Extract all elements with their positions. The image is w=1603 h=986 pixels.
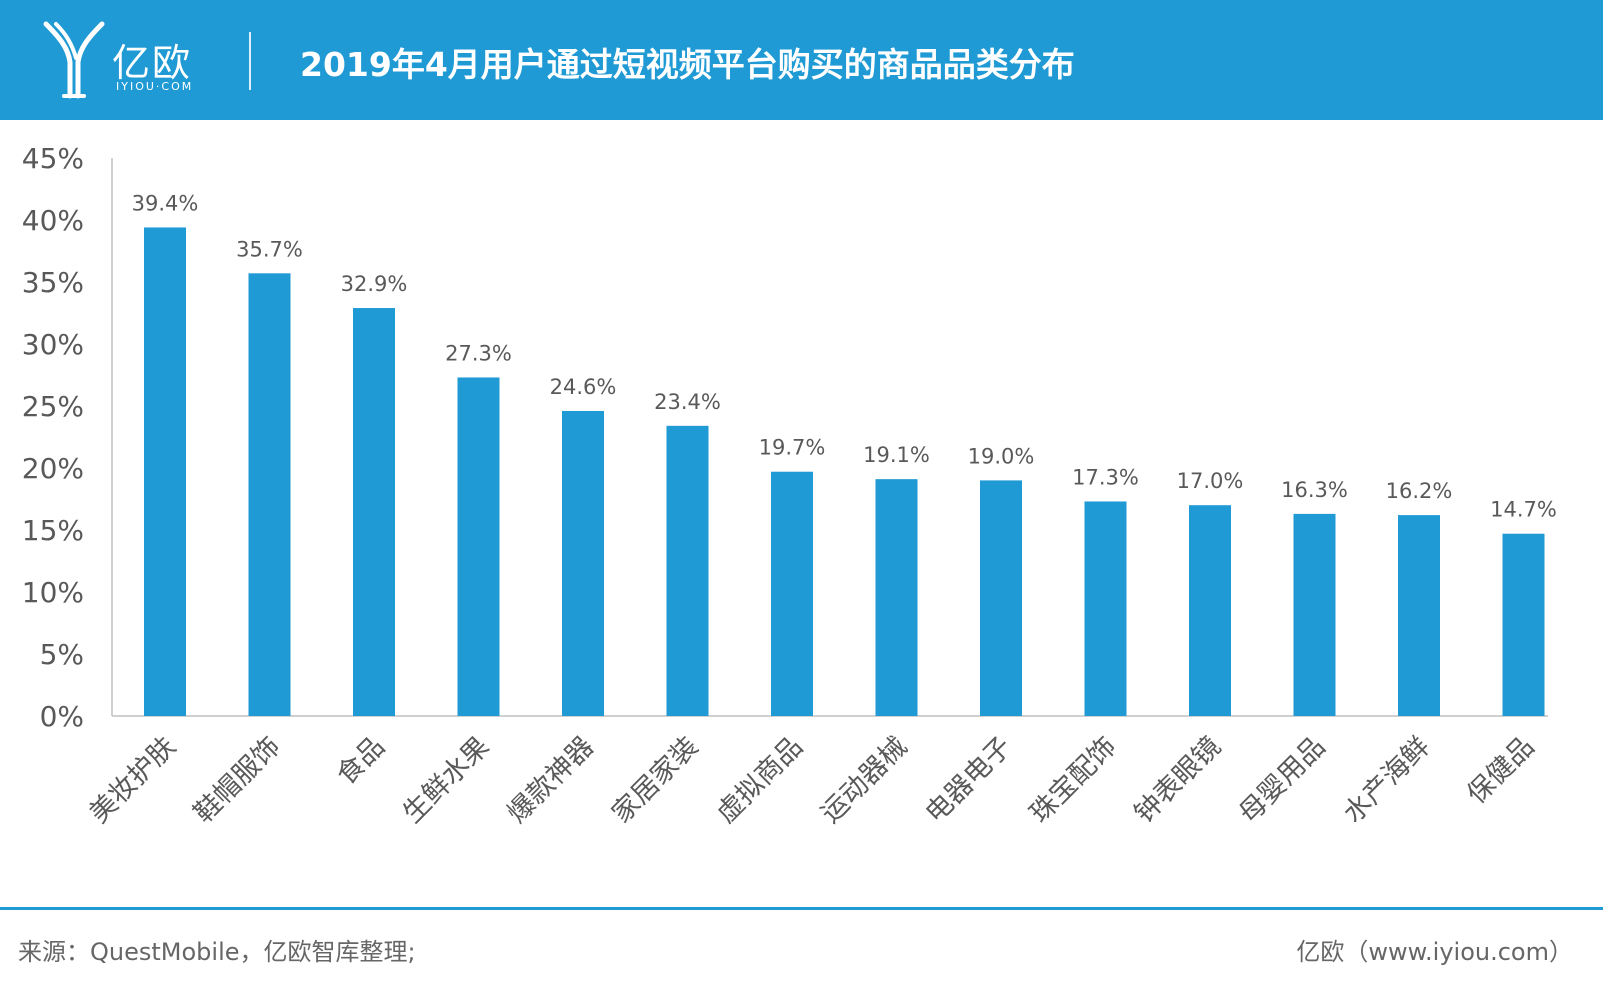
x-category-label: 水产海鲜 — [1338, 731, 1436, 829]
source-note: 来源：QuestMobile，亿欧智库整理; — [18, 938, 416, 966]
x-category-label: 爆款神器 — [502, 731, 600, 829]
bar — [1189, 505, 1231, 716]
bar — [1398, 515, 1440, 716]
x-category-label: 食品 — [331, 731, 391, 791]
logo-subtext: IYIOU·COM — [116, 80, 194, 93]
x-category-label: 生鲜水果 — [397, 731, 495, 829]
x-category-label: 运动器械 — [815, 731, 913, 829]
site-credit: 亿欧（www.iyiou.com） — [1296, 938, 1573, 966]
y-tick-label: 45% — [22, 142, 84, 175]
x-category-label: 钟表眼镜 — [1129, 731, 1227, 829]
bar — [562, 410, 604, 716]
chart-title: 2019年4月用户通过短视频平台购买的商品品类分布 — [300, 45, 1075, 84]
x-category-label: 母婴用品 — [1233, 731, 1331, 829]
y-tick-label: 40% — [22, 204, 84, 237]
bar — [1502, 533, 1545, 716]
y-tick-label: 15% — [22, 514, 84, 547]
bar — [353, 308, 395, 716]
bar — [771, 471, 813, 716]
bar-value-label: 16.2% — [1386, 479, 1453, 503]
logo-text: 亿欧 — [112, 41, 193, 85]
bar-value-label: 14.7% — [1490, 498, 1557, 522]
x-category-label: 美妆护肤 — [84, 731, 182, 829]
bar-value-label: 35.7% — [236, 237, 303, 261]
x-category-label: 虚拟商品 — [711, 731, 809, 829]
bar-value-label: 17.0% — [1177, 469, 1244, 493]
y-tick-label: 25% — [22, 390, 84, 423]
bar — [666, 425, 709, 716]
bar-value-label: 16.3% — [1281, 478, 1348, 502]
y-tick-label: 35% — [22, 266, 84, 299]
bar — [248, 273, 291, 716]
footer-divider — [0, 907, 1603, 910]
bar-value-label: 32.9% — [341, 272, 408, 296]
bar-value-label: 24.6% — [550, 375, 617, 399]
bar-chart: 0% 5% 10% 15% 20% 25% 30% 35% 40% 45% 39.4% 美妆护肤 35.… — [22, 142, 1557, 829]
y-tick-label: 5% — [40, 638, 84, 671]
bar — [144, 227, 186, 716]
bar — [1084, 501, 1127, 716]
bar — [457, 377, 500, 716]
bar — [1293, 513, 1336, 716]
bar-value-label: 19.7% — [759, 436, 826, 460]
y-tick-label: 0% — [40, 700, 84, 733]
x-category-label: 保健品 — [1461, 731, 1540, 810]
x-category-label: 珠宝配饰 — [1024, 731, 1122, 829]
header-divider — [249, 32, 251, 90]
y-tick-label: 20% — [22, 452, 84, 485]
x-category-label: 电器电子 — [920, 731, 1018, 829]
bar-value-label: 27.3% — [445, 341, 512, 365]
bar — [875, 479, 918, 716]
bar — [980, 480, 1022, 716]
bar-value-label: 19.0% — [968, 444, 1035, 468]
bar-value-label: 17.3% — [1072, 465, 1139, 489]
x-category-label: 家居家装 — [606, 731, 704, 829]
header-banner: 亿欧 IYIOU·COM 2019年4月用户通过短视频平台购买的商品品类分布 — [0, 0, 1603, 120]
brand-logo: 亿欧 IYIOU·COM — [40, 18, 220, 102]
logo-y-icon — [43, 21, 105, 99]
bar-value-label: 23.4% — [654, 390, 721, 414]
y-tick-label: 10% — [22, 576, 84, 609]
bar-value-label: 39.4% — [132, 191, 199, 215]
y-tick-label: 30% — [22, 328, 84, 361]
x-category-label: 鞋帽服饰 — [188, 731, 286, 829]
bar-value-label: 19.1% — [863, 443, 930, 467]
